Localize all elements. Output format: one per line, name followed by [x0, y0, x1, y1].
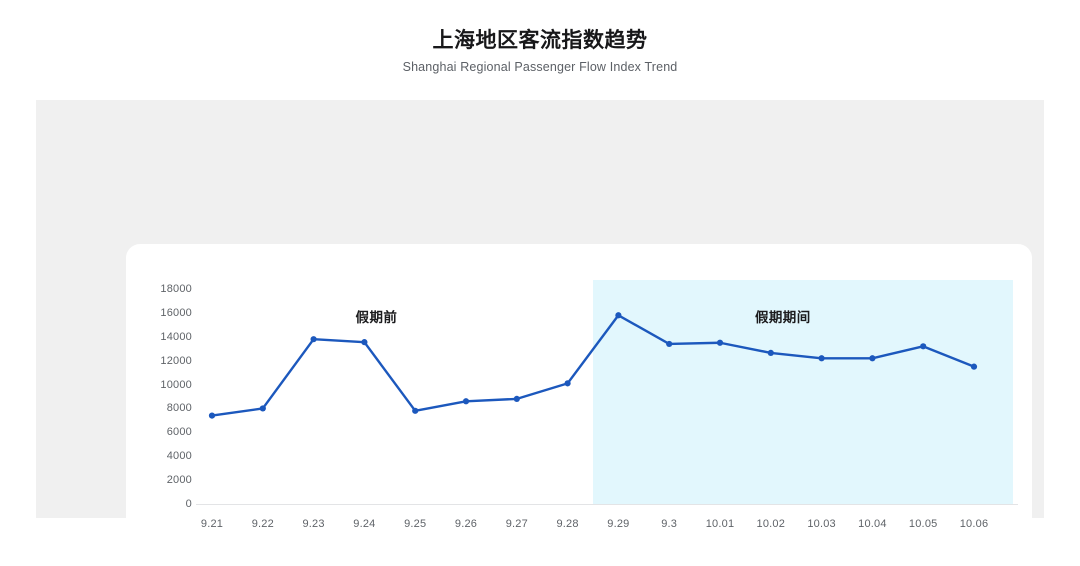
x-axis-tick-label: 9.26 [454, 518, 478, 530]
x-axis-tick-label: 10.06 [959, 518, 989, 530]
x-axis-tick-label: 9.3 [661, 518, 678, 530]
y-axis-tick-label: 16000 [160, 306, 192, 319]
holiday-shaded-region [593, 280, 1014, 504]
data-point-marker[interactable] [716, 339, 724, 346]
data-point-marker[interactable] [666, 340, 673, 348]
y-axis-tick-label: 18000 [160, 283, 192, 295]
line-chart-plot: 18000 16000 14000 12000 10000 8000 6000 4000 200… [126, 244, 1032, 566]
x-axis-tick-label: 9.21 [200, 518, 224, 530]
page-title: 上海地区客流指数趋势 [432, 29, 648, 52]
chart-annotation-label: 假期前 [355, 310, 398, 325]
data-point-marker[interactable] [767, 349, 774, 357]
data-point-marker[interactable] [208, 412, 216, 419]
x-axis-tick-label: 9.25 [404, 518, 427, 530]
x-axis-tick-label: 10.01 [705, 518, 735, 530]
x-axis-line [196, 504, 1018, 505]
chart-page: 上海地区客流指数趋势 Shanghai Regional Passenger F… [0, 26, 1080, 566]
data-point-marker[interactable] [970, 363, 978, 370]
y-axis-tick-label: 14000 [160, 330, 192, 343]
data-point-marker[interactable] [310, 336, 317, 343]
y-axis-tick-label: 10000 [160, 378, 192, 391]
x-axis-tick-label: 10.03 [807, 518, 836, 530]
series-line-passenger-flow-index [210, 314, 976, 417]
data-point-marker[interactable] [564, 380, 571, 387]
x-axis-tick-label: 9.29 [607, 518, 630, 530]
chart-background-panel: 18000 16000 14000 12000 10000 8000 6000 4000 200… [36, 100, 1044, 566]
y-axis-tick-label: 8000 [166, 402, 192, 415]
x-axis-tick-label: 9.27 [505, 518, 528, 530]
x-axis-tick-label: 9.22 [251, 518, 274, 530]
data-point-marker[interactable] [513, 395, 520, 402]
page-header: 上海地区客流指数趋势 Shanghai Regional Passenger F… [0, 26, 1080, 78]
data-point-marker[interactable] [462, 398, 470, 405]
page-subtitle: Shanghai Regional Passenger Flow Index T… [402, 60, 678, 74]
x-axis-tick-label: 10.04 [858, 518, 887, 530]
y-axis-tick-label: 4000 [166, 450, 192, 463]
data-point-marker[interactable] [869, 355, 876, 362]
x-axis-tick-label: 9.28 [556, 518, 579, 530]
data-point-marker[interactable] [920, 343, 927, 350]
y-axis-tick-label: 0 [185, 498, 192, 510]
data-point-marker[interactable] [412, 407, 419, 414]
y-axis-tick-label: 2000 [166, 474, 192, 487]
data-point-marker[interactable] [818, 355, 825, 362]
data-point-marker[interactable] [615, 312, 622, 319]
y-axis-tick-label: 6000 [166, 426, 192, 439]
data-point-marker[interactable] [361, 339, 368, 346]
chart-annotation-label: 假期期间 [754, 310, 811, 325]
x-axis-tick-label: 9.24 [353, 518, 376, 530]
x-axis-tick-label: 10.05 [908, 518, 938, 530]
data-point-marker[interactable] [259, 405, 266, 412]
x-axis-tick-label: 10.02 [756, 518, 786, 530]
y-axis: 18000 16000 14000 12000 10000 8000 6000 4000 200… [134, 244, 192, 566]
series-layer [208, 312, 978, 419]
x-axis-tick-label: 9.23 [302, 518, 325, 530]
chart-card: 18000 16000 14000 12000 10000 8000 6000 4000 200… [126, 244, 1032, 566]
y-axis-tick-label: 12000 [160, 354, 192, 367]
